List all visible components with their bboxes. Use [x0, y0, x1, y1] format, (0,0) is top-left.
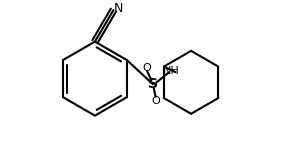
Text: O: O	[151, 96, 160, 106]
Text: O: O	[142, 63, 151, 73]
Text: NH: NH	[163, 66, 180, 76]
Text: S: S	[148, 77, 158, 91]
Text: N: N	[114, 2, 123, 15]
